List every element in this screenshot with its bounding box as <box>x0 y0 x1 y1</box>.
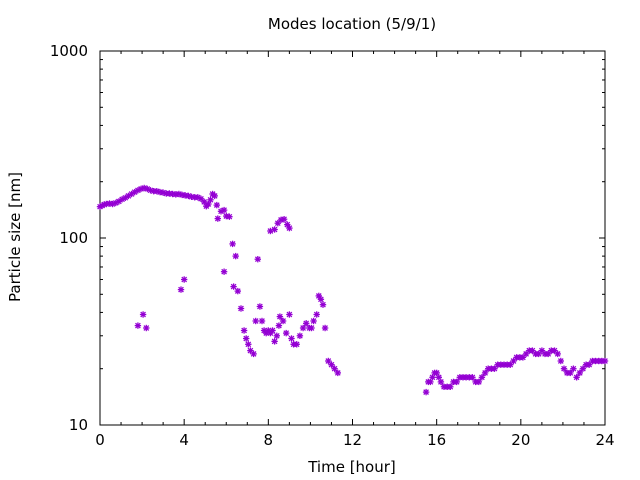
y-axis: 10 100 1000 <box>50 42 605 434</box>
data-point <box>478 374 486 381</box>
data-point <box>576 369 583 377</box>
data-point <box>334 369 341 377</box>
x-tick-label: 16 <box>427 431 446 449</box>
x-axis: 0 4 8 12 16 20 24 <box>95 51 615 449</box>
data-points <box>96 184 609 396</box>
data-point <box>560 365 568 372</box>
chart-title: Modes location (5/9/1) <box>268 15 436 33</box>
data-point <box>475 378 482 386</box>
data-point <box>510 357 517 365</box>
data-point <box>109 200 116 208</box>
data-point <box>211 192 218 200</box>
data-point <box>570 365 577 372</box>
data-point <box>242 335 250 342</box>
data-point <box>180 276 188 283</box>
data-point <box>177 286 185 293</box>
data-point <box>283 329 290 337</box>
data-point <box>279 317 287 325</box>
x-tick-label: 24 <box>595 431 614 449</box>
data-point <box>245 341 252 348</box>
data-point <box>296 332 304 339</box>
data-point <box>313 311 320 318</box>
data-point <box>319 301 327 308</box>
data-point <box>234 287 242 295</box>
data-point <box>447 383 454 390</box>
x-tick-label: 8 <box>264 431 274 449</box>
data-point <box>507 361 514 368</box>
y-tick-label: 10 <box>69 416 88 434</box>
data-point <box>280 215 288 223</box>
y-tick-label: 1000 <box>50 42 88 60</box>
data-point <box>220 268 228 275</box>
data-point <box>601 357 609 365</box>
x-tick-label: 4 <box>179 431 189 449</box>
data-point <box>252 317 259 325</box>
data-point <box>143 324 150 332</box>
data-point <box>214 215 222 222</box>
data-point <box>134 322 142 329</box>
data-point <box>273 332 280 339</box>
data-point <box>286 311 293 318</box>
data-point <box>229 240 236 248</box>
y-axis-label: Particle size [nm] <box>6 172 24 302</box>
data-point <box>481 369 489 377</box>
x-tick-label: 0 <box>95 431 105 449</box>
data-point <box>317 296 325 303</box>
data-point <box>422 388 430 396</box>
data-point <box>271 338 278 345</box>
plot-border <box>99 50 606 426</box>
data-point <box>226 213 233 220</box>
data-point <box>256 303 264 310</box>
data-point <box>554 350 561 358</box>
data-point <box>254 256 261 263</box>
data-point <box>271 226 278 233</box>
data-point <box>453 378 460 386</box>
data-point <box>276 313 284 320</box>
x-tick-label: 20 <box>511 431 530 449</box>
data-point <box>258 317 266 325</box>
data-point <box>567 369 574 377</box>
data-point <box>232 252 239 260</box>
data-point <box>207 196 214 204</box>
data-point <box>240 327 248 334</box>
data-point <box>303 320 310 327</box>
x-axis-label: Time [hour] <box>307 458 396 476</box>
data-point <box>269 327 276 334</box>
data-point <box>557 357 564 365</box>
x-tick-label: 12 <box>343 431 362 449</box>
y-tick-label: 100 <box>59 229 88 247</box>
data-point <box>437 378 445 386</box>
data-point <box>286 224 293 232</box>
data-point <box>529 347 536 354</box>
data-point <box>220 206 228 214</box>
data-point <box>321 324 329 332</box>
data-point <box>308 324 315 332</box>
data-point <box>288 335 295 342</box>
data-point <box>230 283 237 290</box>
data-point <box>299 324 307 332</box>
data-point <box>139 311 147 318</box>
data-point <box>331 365 338 372</box>
data-point <box>213 201 221 209</box>
plot-frame <box>99 50 606 426</box>
data-point <box>275 322 283 329</box>
data-point <box>237 305 245 312</box>
data-point <box>293 341 300 348</box>
data-point <box>250 350 257 358</box>
data-point <box>469 374 476 381</box>
data-point <box>310 317 317 325</box>
data-point <box>573 374 580 381</box>
data-point <box>247 347 254 354</box>
